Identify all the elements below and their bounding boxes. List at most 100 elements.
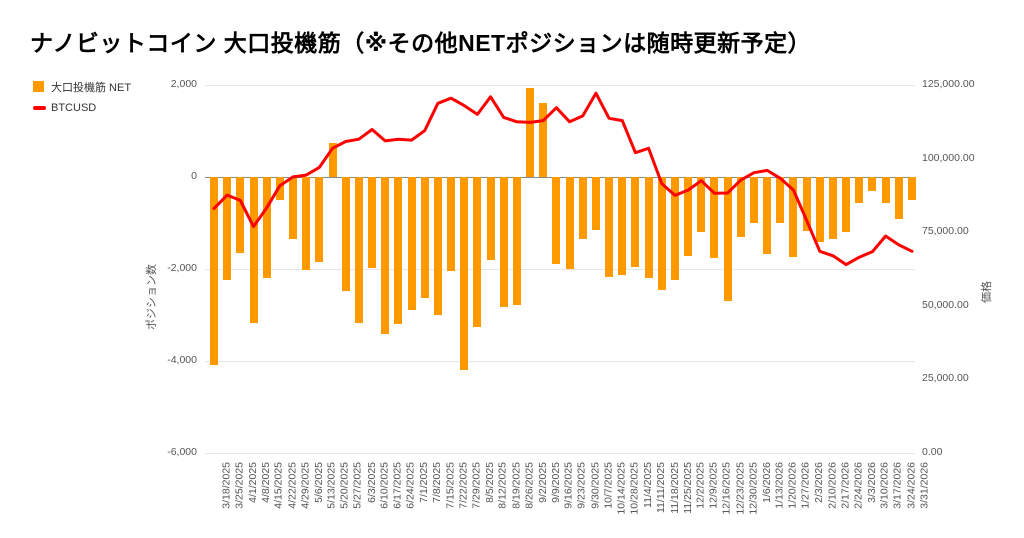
right-axis-tick-label: 50,000.00 bbox=[922, 298, 969, 311]
x-axis-date-label: 8/12/2025 bbox=[497, 462, 510, 509]
net-position-bar bbox=[420, 177, 429, 298]
x-axis-date-label: 2/17/2026 bbox=[839, 462, 852, 509]
net-position-bar bbox=[789, 177, 798, 257]
x-axis-date-label: 6/24/2025 bbox=[404, 462, 417, 509]
chart-legend: 大口投機筋 NET BTCUSD bbox=[33, 76, 131, 118]
net-position-bar bbox=[512, 177, 521, 306]
net-position-bar bbox=[381, 177, 390, 335]
x-axis-date-label: 7/22/2025 bbox=[457, 462, 470, 509]
x-axis-date-label: 11/25/2025 bbox=[681, 462, 694, 514]
x-axis-date-label: 12/30/2025 bbox=[747, 462, 760, 515]
bar-series-swatch-icon bbox=[33, 81, 44, 92]
net-position-bar bbox=[684, 177, 693, 256]
x-axis-date-label: 11/4/2025 bbox=[641, 462, 654, 508]
page-title: ナノビットコイン 大口投機筋（※その他NETポジションは随時更新予定） bbox=[30, 30, 812, 56]
x-axis-date-label: 12/9/2025 bbox=[707, 462, 720, 509]
net-position-bar bbox=[210, 177, 218, 365]
x-axis-date-label: 8/19/2025 bbox=[510, 462, 523, 509]
left-axis-tick-label: 0 bbox=[191, 170, 197, 182]
right-axis-tick-label: 0.00 bbox=[922, 446, 943, 458]
legend-item-btcusd: BTCUSD bbox=[33, 97, 131, 118]
x-axis-date-label: 4/29/2025 bbox=[299, 462, 312, 509]
net-position-bar bbox=[289, 177, 298, 240]
x-axis-date-label: 10/28/2025 bbox=[628, 462, 641, 515]
x-axis-date-label: 7/15/2025 bbox=[444, 462, 457, 509]
net-position-bar bbox=[447, 177, 456, 272]
line-series-swatch-icon bbox=[33, 105, 46, 110]
x-axis-date-label: 1/20/2026 bbox=[786, 462, 799, 509]
left-axis-tick-label: -2,000 bbox=[167, 262, 197, 274]
net-position-bar bbox=[618, 177, 627, 276]
x-axis-date-label: 6/3/2025 bbox=[365, 462, 378, 503]
net-position-bar bbox=[565, 177, 574, 270]
gridline bbox=[205, 268, 915, 270]
x-axis-date-label: 8/5/2025 bbox=[483, 462, 496, 503]
right-axis-tick-label: 25,000.00 bbox=[922, 372, 969, 385]
x-axis-date-label: 4/1/2025 bbox=[246, 462, 259, 503]
x-axis-date-label: 3/31/2026 bbox=[918, 462, 931, 509]
x-axis-date-label: 9/16/2025 bbox=[562, 462, 575, 509]
x-axis-date-label: 5/20/2025 bbox=[339, 462, 352, 509]
right-axis-tick-label: 100,000.00 bbox=[922, 151, 975, 164]
x-axis-date-label: 2/10/2026 bbox=[826, 462, 839, 509]
x-axis-date-label: 3/18/2025 bbox=[220, 462, 233, 509]
x-axis-date-label: 5/27/2025 bbox=[352, 462, 365, 509]
net-position-bar bbox=[315, 177, 324, 262]
net-position-bar bbox=[460, 177, 469, 370]
x-axis-date-label: 12/16/2025 bbox=[720, 462, 733, 515]
net-position-bar bbox=[723, 177, 732, 302]
x-axis-date-label: 11/11/2025 bbox=[655, 462, 668, 513]
x-axis-date-label: 12/2/2025 bbox=[694, 462, 707, 509]
net-position-bar bbox=[354, 177, 363, 323]
x-axis-date-label: 7/8/2025 bbox=[431, 462, 444, 503]
x-axis-date-label: 10/7/2025 bbox=[602, 462, 615, 509]
net-position-bar bbox=[236, 177, 245, 253]
net-position-bar bbox=[881, 177, 890, 203]
net-position-bar bbox=[842, 177, 851, 233]
x-axis-date-label: 9/30/2025 bbox=[589, 462, 602, 509]
x-axis-date-label: 5/6/2025 bbox=[312, 462, 325, 503]
x-axis-date-label: 6/17/2025 bbox=[391, 462, 404, 509]
net-position-bar bbox=[539, 102, 548, 177]
x-axis-date-label: 4/22/2025 bbox=[286, 462, 299, 509]
right-axis-tick-label: 125,000.00 bbox=[922, 78, 975, 90]
legend-label-btcusd: BTCUSD bbox=[51, 101, 97, 114]
net-position-bar bbox=[223, 177, 232, 281]
net-position-bar bbox=[868, 177, 877, 191]
net-position-bar bbox=[644, 177, 653, 278]
gridline bbox=[205, 360, 915, 362]
net-position-bar bbox=[328, 142, 337, 177]
x-axis-date-label: 3/24/2026 bbox=[905, 462, 918, 509]
net-position-bar bbox=[605, 177, 614, 278]
net-position-bar bbox=[828, 177, 837, 240]
net-position-bar bbox=[407, 177, 416, 311]
net-position-bar bbox=[262, 177, 271, 278]
net-position-bar bbox=[894, 177, 903, 220]
net-position-bar bbox=[763, 177, 772, 255]
net-position-bar bbox=[275, 177, 284, 200]
x-axis-date-label: 11/18/2025 bbox=[668, 462, 681, 514]
right-axis-title: 価格 bbox=[981, 281, 993, 303]
net-position-bar bbox=[368, 177, 377, 269]
x-axis-date-label: 1/13/2026 bbox=[773, 462, 786, 509]
x-axis-date-label: 8/26/2025 bbox=[523, 462, 536, 509]
net-position-bar bbox=[526, 87, 535, 177]
net-position-bar bbox=[776, 177, 785, 224]
net-position-bar bbox=[302, 177, 311, 270]
x-axis-date-label: 9/23/2025 bbox=[576, 462, 589, 509]
x-axis-date-label: 1/6/2026 bbox=[760, 462, 773, 503]
x-axis-date-label: 9/2/2025 bbox=[536, 462, 549, 503]
x-axis-date-label: 4/8/2025 bbox=[260, 462, 273, 503]
net-position-bar bbox=[249, 177, 258, 324]
x-axis-date-label: 3/25/2025 bbox=[233, 462, 246, 509]
net-position-bar bbox=[657, 177, 666, 290]
net-position-bar bbox=[815, 177, 824, 243]
net-position-bar bbox=[710, 177, 719, 258]
left-axis-tick-label: 2,000 bbox=[170, 78, 197, 90]
net-position-bar bbox=[736, 177, 745, 237]
x-axis-date-label: 3/17/2026 bbox=[892, 462, 905, 509]
x-axis-date-label: 7/1/2025 bbox=[418, 462, 431, 503]
net-position-bar bbox=[552, 177, 561, 264]
gridline bbox=[205, 84, 915, 86]
